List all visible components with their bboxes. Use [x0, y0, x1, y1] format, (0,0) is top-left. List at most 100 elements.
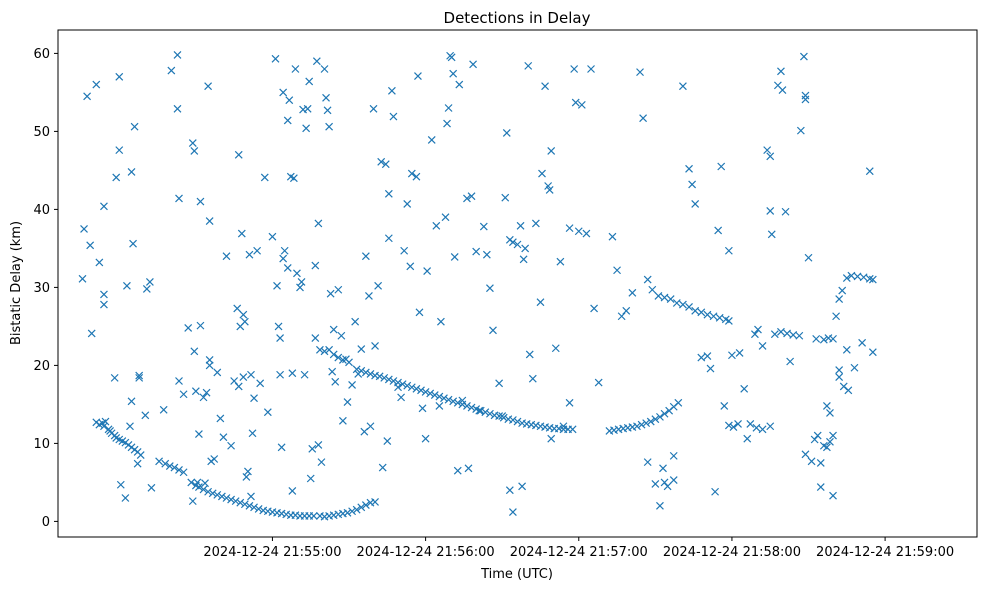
data-point [432, 221, 441, 230]
data-point [283, 263, 292, 272]
data-point [240, 500, 249, 509]
y-tick-label: 40 [33, 203, 50, 218]
data-point [322, 93, 330, 102]
data-point [291, 65, 300, 73]
data-point [703, 310, 712, 319]
data-point [582, 229, 591, 238]
data-point [697, 308, 706, 317]
data-point [248, 429, 257, 438]
data-point [271, 54, 280, 63]
data-point [421, 387, 430, 396]
data-point [100, 422, 108, 431]
data-point [95, 258, 104, 267]
data-point [352, 365, 361, 374]
x-tick-label: 2024-12-24 21:57:00 [510, 545, 648, 560]
data-point [121, 494, 130, 502]
data-point [308, 444, 317, 453]
data-point [822, 402, 831, 410]
data-point [752, 423, 761, 432]
data-point [297, 278, 306, 286]
data-point [709, 312, 718, 321]
data-point [463, 402, 471, 410]
data-point [766, 422, 775, 431]
data-point [361, 252, 370, 261]
data-point [306, 474, 315, 483]
data-point [735, 348, 744, 357]
data-point [159, 405, 168, 414]
data-point [300, 370, 309, 379]
data-point [590, 304, 599, 313]
data-point [531, 219, 540, 228]
data-point [191, 387, 200, 396]
data-point [303, 104, 312, 113]
data-point [283, 116, 292, 125]
data-point [587, 65, 595, 73]
data-point [449, 397, 458, 406]
data-point [329, 350, 338, 359]
data-point [447, 53, 456, 62]
data-point [230, 377, 239, 385]
data-point [210, 455, 219, 463]
data-point [443, 119, 451, 128]
data-point [706, 364, 715, 373]
x-tick-label: 2024-12-24 21:56:00 [357, 545, 495, 560]
data-point [352, 505, 361, 514]
data-point [678, 82, 687, 91]
data-point [389, 377, 398, 385]
data-point [279, 88, 288, 97]
data-point [194, 483, 203, 492]
data-point [758, 341, 767, 350]
data-point [179, 390, 188, 399]
data-point [199, 485, 208, 494]
data-point [277, 443, 286, 452]
data-point [518, 482, 527, 491]
data-point [813, 431, 822, 440]
data-point [421, 434, 430, 443]
data-point [508, 416, 517, 424]
data-point [288, 369, 297, 378]
data-point [499, 413, 508, 422]
data-point [311, 334, 320, 343]
data-point [116, 480, 125, 489]
data-point [613, 266, 621, 275]
data-point [481, 408, 490, 417]
data-point [628, 288, 637, 297]
data-point [643, 275, 652, 284]
data-point [463, 194, 471, 203]
data-point [173, 104, 182, 113]
data-point [250, 394, 258, 403]
data-point [786, 357, 795, 366]
data-point [273, 281, 281, 290]
data-point [190, 347, 199, 356]
data-point [594, 378, 603, 387]
data-point [331, 377, 340, 386]
data-point [740, 384, 749, 393]
data-point [691, 200, 700, 208]
data-point [781, 207, 790, 216]
data-point [407, 383, 416, 392]
data-point [213, 368, 222, 377]
data-point [844, 386, 853, 395]
data-point [202, 388, 211, 397]
data-point [770, 330, 779, 339]
data-point [734, 419, 742, 428]
data-point [389, 112, 398, 121]
data-point [633, 422, 641, 431]
data-point [314, 441, 323, 449]
data-point [289, 174, 298, 183]
data-point [427, 136, 436, 144]
data-point [642, 419, 651, 428]
data-point [190, 146, 199, 155]
data-point [435, 402, 444, 410]
data-point [807, 457, 816, 466]
data-point [528, 374, 537, 383]
data-point [556, 257, 565, 266]
data-point [406, 262, 415, 271]
data-point [187, 478, 196, 487]
data-point [357, 345, 366, 353]
data-point [161, 459, 170, 468]
data-point [403, 381, 412, 390]
data-point [767, 230, 776, 239]
data-point [320, 65, 329, 73]
data-point [577, 100, 586, 109]
